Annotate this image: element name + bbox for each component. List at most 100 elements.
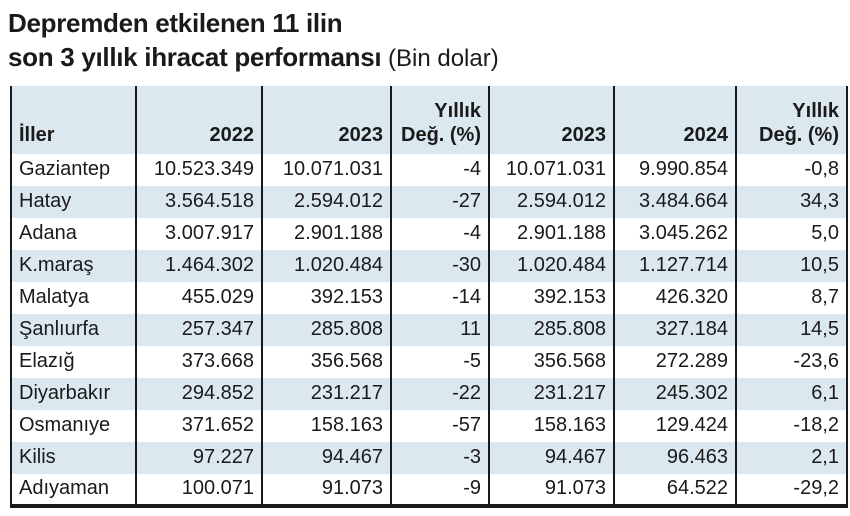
value-cell: -3 <box>390 442 490 474</box>
value-cell: 158.163 <box>261 410 392 442</box>
value-cell: 356.568 <box>261 346 392 378</box>
value-cell: 10.523.349 <box>135 154 263 186</box>
header-cell-yillik-deg-2: Yıllık Değ. (%) <box>735 86 848 154</box>
value-cell: 231.217 <box>488 378 615 410</box>
value-cell: 231.217 <box>261 378 392 410</box>
value-cell: 245.302 <box>613 378 737 410</box>
value-cell: -5 <box>390 346 490 378</box>
value-cell: 392.153 <box>488 282 615 314</box>
province-cell: K.maraş <box>10 250 137 282</box>
value-cell: 9.990.854 <box>613 154 737 186</box>
province-cell: Adıyaman <box>10 474 137 506</box>
value-cell: 91.073 <box>488 474 615 506</box>
value-cell: 97.227 <box>135 442 263 474</box>
yillik-label-1: Yıllık <box>434 100 481 122</box>
value-cell: 294.852 <box>135 378 263 410</box>
export-performance-table: İller 2022 2023 Yıllık Değ. (%) 2023 2024… <box>10 86 848 508</box>
value-cell: -57 <box>390 410 490 442</box>
value-cell: 10.071.031 <box>488 154 615 186</box>
value-cell: 2.594.012 <box>261 186 392 218</box>
value-cell: -22 <box>390 378 490 410</box>
title-unit-note: (Bin dolar) <box>381 45 499 72</box>
table-row: Kilis 97.227 94.467 -3 94.467 96.463 2,1 <box>10 442 848 474</box>
province-cell: Gaziantep <box>10 154 137 186</box>
table-row: Hatay 3.564.518 2.594.012 -27 2.594.012 3.484… <box>10 186 848 218</box>
yillik-label-2: Yıllık <box>792 100 839 122</box>
header-cell-2022: 2022 <box>135 86 263 154</box>
value-cell: 272.289 <box>613 346 737 378</box>
value-cell: -30 <box>390 250 490 282</box>
table-row: Adıyaman 100.071 91.073 -9 91.073 64.522 -29,2 <box>10 474 848 506</box>
value-cell: -18,2 <box>735 410 848 442</box>
value-cell: 94.467 <box>488 442 615 474</box>
table-row: Şanlıurfa 257.347 285.808 11 285.808 327.184 1… <box>10 314 848 346</box>
province-cell: Adana <box>10 218 137 250</box>
value-cell: 285.808 <box>261 314 392 346</box>
header-cell-2023b: 2023 <box>488 86 615 154</box>
value-cell: 10.071.031 <box>261 154 392 186</box>
table-row: Malatya 455.029 392.153 -14 392.153 426.320 8,… <box>10 282 848 314</box>
value-cell: 285.808 <box>488 314 615 346</box>
value-cell: 91.073 <box>261 474 392 506</box>
value-cell: 10,5 <box>735 250 848 282</box>
table-row: Osmanıye 371.652 158.163 -57 158.163 129.424-… <box>10 410 848 442</box>
value-cell: 64.522 <box>613 474 737 506</box>
value-cell: -9 <box>390 474 490 506</box>
province-cell: Diyarbakır <box>10 378 137 410</box>
value-cell: 426.320 <box>613 282 737 314</box>
value-cell: 158.163 <box>488 410 615 442</box>
table-row: Diyarbakır 294.852 231.217 -22 231.217 245.30… <box>10 378 848 410</box>
title-line-2-bold: son 3 yıllık ihracat performansı <box>8 42 382 72</box>
value-cell: 14,5 <box>735 314 848 346</box>
value-cell: 5,0 <box>735 218 848 250</box>
table-row: Adana 3.007.917 2.901.188 -4 2.901.188 3.045.… <box>10 218 848 250</box>
value-cell: -23,6 <box>735 346 848 378</box>
value-cell: 1.020.484 <box>488 250 615 282</box>
chart-title: Depremden etkilenen 11 ilin son 3 yıllık… <box>8 6 499 76</box>
value-cell: 3.564.518 <box>135 186 263 218</box>
province-cell: Elazığ <box>10 346 137 378</box>
title-line-1: Depremden etkilenen 11 ilin <box>8 8 343 38</box>
table-row: Gaziantep 10.523.349 10.071.031 -4 10.071.03… <box>10 154 848 186</box>
value-cell: 34,3 <box>735 186 848 218</box>
value-cell: 327.184 <box>613 314 737 346</box>
value-cell: -14 <box>390 282 490 314</box>
table-header: İller 2022 2023 Yıllık Değ. (%) 2023 2024… <box>10 86 848 154</box>
header-cell-yillik-deg-1: Yıllık Değ. (%) <box>390 86 490 154</box>
header-cell-2024: 2024 <box>613 86 737 154</box>
value-cell: 129.424 <box>613 410 737 442</box>
province-cell: Şanlıurfa <box>10 314 137 346</box>
value-cell: 100.071 <box>135 474 263 506</box>
value-cell: -29,2 <box>735 474 848 506</box>
header-row: İller 2022 2023 Yıllık Değ. (%) 2023 2024… <box>10 86 848 154</box>
province-cell: Hatay <box>10 186 137 218</box>
value-cell: 2.901.188 <box>261 218 392 250</box>
table-body: Gaziantep 10.523.349 10.071.031 -4 10.071.03… <box>10 154 848 506</box>
value-cell: 2.901.188 <box>488 218 615 250</box>
value-cell: 3.045.262 <box>613 218 737 250</box>
province-cell: Osmanıye <box>10 410 137 442</box>
value-cell: 371.652 <box>135 410 263 442</box>
province-cell: Kilis <box>10 442 137 474</box>
value-cell: 1.464.302 <box>135 250 263 282</box>
value-cell: 455.029 <box>135 282 263 314</box>
value-cell: 1.127.714 <box>613 250 737 282</box>
value-cell: -4 <box>390 218 490 250</box>
value-cell: 356.568 <box>488 346 615 378</box>
deg-label-1: Değ. (%) <box>401 124 481 146</box>
value-cell: 94.467 <box>261 442 392 474</box>
table-row: Elazığ 373.668 356.568 -5 356.568 272.289 -23,… <box>10 346 848 378</box>
value-cell: 392.153 <box>261 282 392 314</box>
header-cell-2023: 2023 <box>261 86 392 154</box>
deg-label-2: Değ. (%) <box>759 124 839 146</box>
value-cell: -0,8 <box>735 154 848 186</box>
value-cell: 2.594.012 <box>488 186 615 218</box>
value-cell: 6,1 <box>735 378 848 410</box>
value-cell: 257.347 <box>135 314 263 346</box>
value-cell: 3.007.917 <box>135 218 263 250</box>
value-cell: 11 <box>390 314 490 346</box>
value-cell: -27 <box>390 186 490 218</box>
value-cell: -4 <box>390 154 490 186</box>
province-cell: Malatya <box>10 282 137 314</box>
